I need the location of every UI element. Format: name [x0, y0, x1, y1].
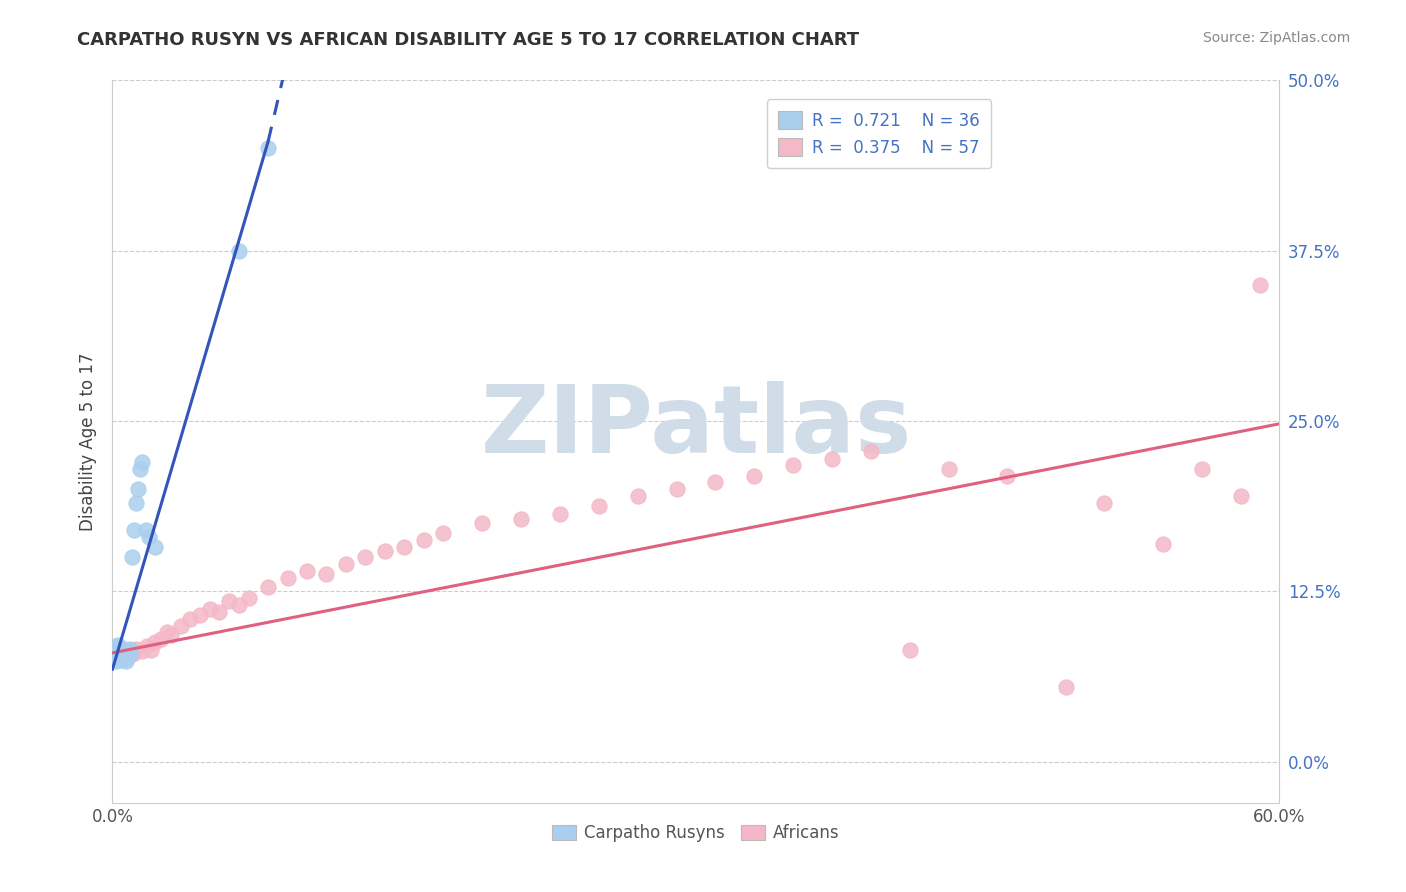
Point — [107, 638, 129, 652]
Point — [228, 244, 250, 258]
Point — [103, 651, 125, 665]
Point — [704, 475, 727, 490]
Point — [295, 564, 318, 578]
Point — [122, 523, 145, 537]
Point — [135, 523, 157, 537]
Point — [121, 647, 143, 661]
Point — [105, 646, 128, 660]
Point — [354, 550, 377, 565]
Point — [112, 647, 135, 661]
Point — [107, 648, 129, 663]
Point — [257, 141, 280, 155]
Point — [782, 458, 804, 472]
Text: CARPATHO RUSYN VS AFRICAN DISABILITY AGE 5 TO 17 CORRELATION CHART: CARPATHO RUSYN VS AFRICAN DISABILITY AGE… — [77, 31, 859, 49]
Point — [160, 628, 183, 642]
Point — [218, 594, 240, 608]
Point — [315, 566, 337, 581]
Point — [138, 530, 160, 544]
Point — [374, 543, 396, 558]
Point — [169, 618, 191, 632]
Point — [143, 635, 166, 649]
Point — [110, 641, 132, 656]
Point — [150, 632, 173, 647]
Point — [127, 482, 149, 496]
Point — [110, 646, 132, 660]
Point — [115, 648, 138, 663]
Y-axis label: Disability Age 5 to 17: Disability Age 5 to 17 — [79, 352, 97, 531]
Point — [131, 644, 153, 658]
Point — [105, 639, 128, 653]
Point — [141, 643, 163, 657]
Point — [228, 598, 250, 612]
Point — [111, 646, 134, 660]
Point — [860, 444, 883, 458]
Point — [188, 607, 211, 622]
Point — [136, 639, 159, 653]
Point — [111, 647, 134, 661]
Point — [125, 496, 148, 510]
Point — [112, 641, 135, 656]
Point — [238, 591, 260, 606]
Point — [110, 643, 132, 657]
Point — [110, 649, 132, 664]
Point — [1054, 680, 1077, 694]
Point — [548, 507, 571, 521]
Point — [131, 455, 153, 469]
Point — [103, 643, 125, 657]
Point — [111, 653, 134, 667]
Point — [198, 602, 221, 616]
Point — [105, 654, 128, 668]
Point — [276, 571, 298, 585]
Point — [208, 605, 231, 619]
Point — [128, 462, 150, 476]
Point — [117, 646, 139, 660]
Point — [471, 516, 494, 531]
Point — [1229, 489, 1251, 503]
Point — [118, 643, 141, 657]
Point — [1249, 277, 1271, 292]
Point — [335, 558, 357, 572]
Point — [121, 550, 143, 565]
Legend: Carpatho Rusyns, Africans: Carpatho Rusyns, Africans — [546, 817, 846, 848]
Point — [111, 643, 134, 657]
Text: ZIPatlas: ZIPatlas — [481, 381, 911, 473]
Point — [394, 540, 416, 554]
Point — [115, 644, 138, 658]
Point — [1191, 462, 1213, 476]
Point — [143, 540, 166, 554]
Text: Source: ZipAtlas.com: Source: ZipAtlas.com — [1202, 31, 1350, 45]
Point — [432, 525, 454, 540]
Point — [107, 644, 129, 658]
Point — [627, 489, 650, 503]
Point — [118, 647, 141, 661]
Point — [1152, 537, 1174, 551]
Point — [412, 533, 434, 547]
Point — [744, 468, 766, 483]
Point — [107, 648, 129, 663]
Point — [179, 612, 201, 626]
Point — [125, 641, 148, 656]
Point — [821, 452, 844, 467]
Point — [115, 643, 138, 657]
Point — [103, 646, 125, 660]
Point — [588, 499, 610, 513]
Point — [509, 512, 531, 526]
Point — [115, 654, 138, 668]
Point — [257, 581, 280, 595]
Point — [112, 646, 135, 660]
Point — [665, 482, 688, 496]
Point — [117, 649, 139, 664]
Point — [103, 643, 125, 657]
Point — [105, 641, 128, 656]
Point — [117, 646, 139, 660]
Point — [156, 625, 179, 640]
Point — [118, 641, 141, 656]
Point — [105, 647, 128, 661]
Point — [995, 468, 1018, 483]
Point — [938, 462, 960, 476]
Point — [122, 646, 145, 660]
Point — [1094, 496, 1116, 510]
Point — [898, 643, 921, 657]
